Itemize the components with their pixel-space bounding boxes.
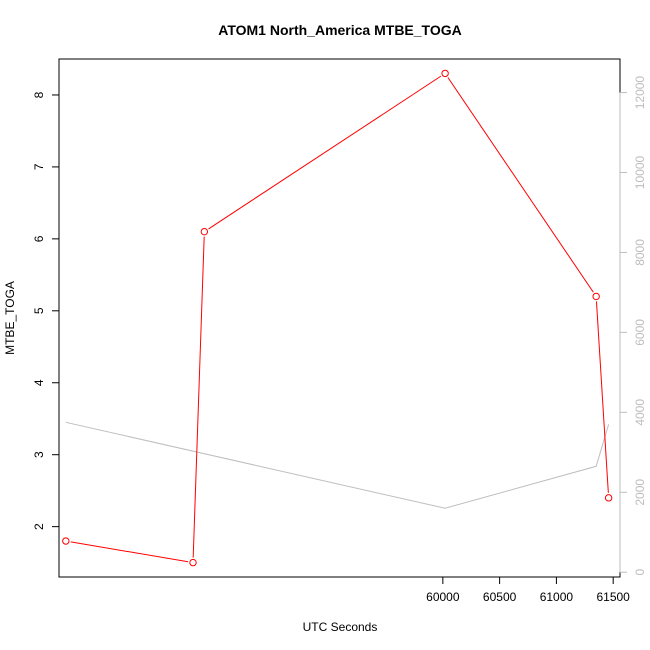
series-0-point — [441, 69, 449, 78]
series-0-point — [604, 494, 613, 502]
y-axis-right: 0 2000 4000 6000 8000 10000 12000 — [619, 76, 647, 576]
y2-tick-label: 10000 — [633, 156, 647, 190]
series-0-segment — [192, 236, 205, 558]
series-0-segment — [208, 75, 442, 230]
y-tick-label: 3 — [32, 451, 46, 458]
series-1-line — [65, 421, 610, 509]
y-tick-label: 8 — [32, 91, 46, 98]
y-tick-label: 4 — [32, 379, 46, 386]
y2-tick-label: 0 — [633, 569, 647, 576]
series-0-point — [189, 558, 197, 567]
y-tick-label: 5 — [32, 307, 46, 314]
secondary-series-group — [65, 421, 610, 509]
x-axis-label: UTC Seconds — [303, 620, 378, 634]
y-tick-label: 2 — [32, 523, 46, 530]
series-0-point — [592, 292, 600, 301]
y2-tick-label: 8000 — [633, 239, 647, 266]
series-0-segment — [70, 541, 189, 563]
y-tick-label: 7 — [32, 163, 46, 170]
y-axis-label: MTBE_TOGA — [3, 281, 17, 355]
y2-tick-label: 6000 — [633, 319, 647, 346]
series-0-segment — [595, 301, 609, 493]
y-tick-label: 6 — [32, 235, 46, 242]
series-0-point — [62, 537, 70, 545]
x-tick-label: 61000 — [540, 590, 574, 604]
primary-series-group — [62, 69, 613, 567]
y-axis-left: 2 3 4 5 6 7 8 — [32, 91, 60, 530]
series-0-segment — [447, 77, 594, 293]
y2-tick-label: 2000 — [633, 479, 647, 506]
chart-title: ATOM1 North_America MTBE_TOGA — [218, 22, 462, 38]
y2-tick-label: 4000 — [633, 399, 647, 426]
x-tick-label: 60000 — [426, 590, 460, 604]
series-0-point — [200, 227, 209, 236]
y2-tick-label: 12000 — [633, 76, 647, 110]
x-tick-label: 61500 — [596, 590, 630, 604]
x-tick-label: 60500 — [483, 590, 517, 604]
x-axis: 60000 60500 61000 61500 — [426, 576, 630, 604]
